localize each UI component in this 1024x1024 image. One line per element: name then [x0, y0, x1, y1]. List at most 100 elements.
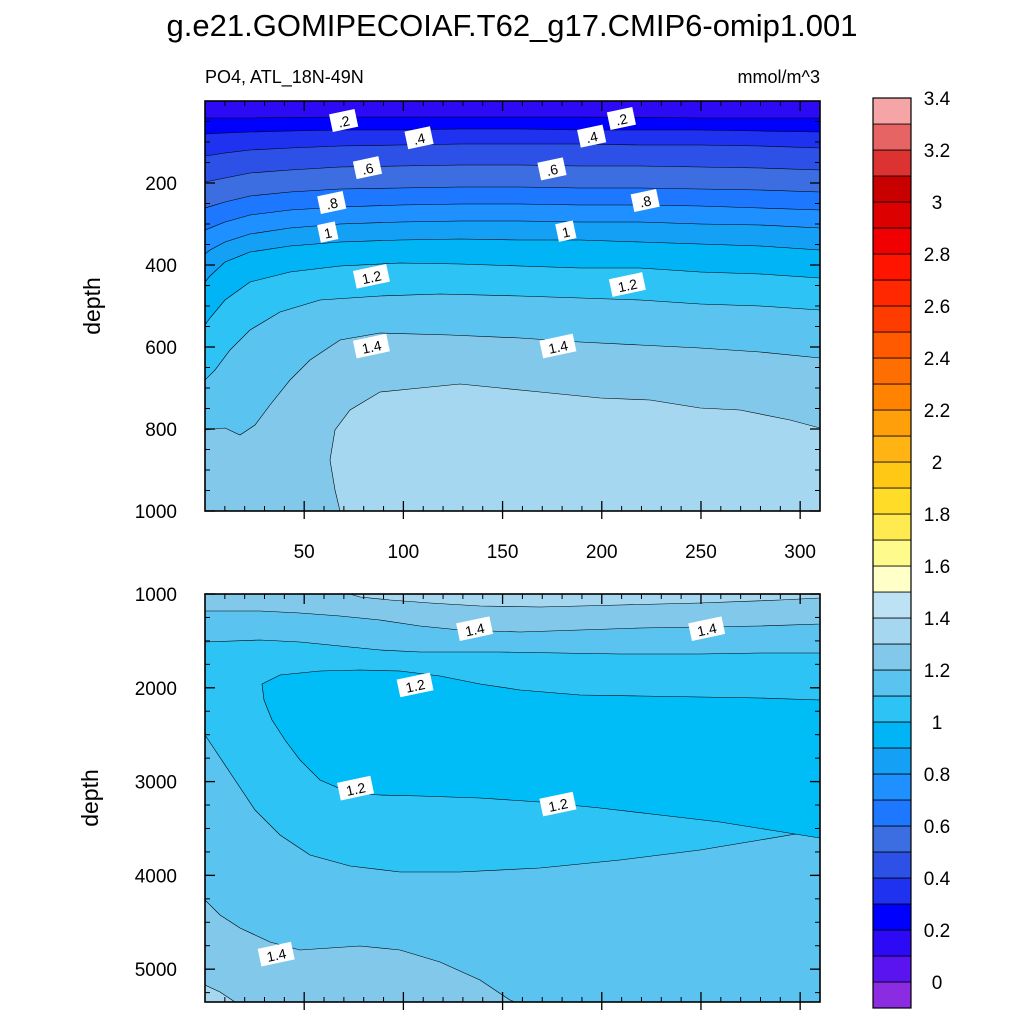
y-tick-label: 3000 [135, 773, 177, 794]
upper-axes: 200 400 600 800 1000 50 100 150 200 250 300 [135, 100, 821, 563]
contour-label-text: .8 [325, 194, 340, 212]
contour-label-text: 1.2 [360, 267, 383, 287]
colorbar-label: 1.6 [924, 557, 950, 578]
colorbar-swatch [872, 773, 912, 801]
contour-label-box [630, 188, 660, 212]
contour-label-box [396, 672, 434, 698]
contour-label-box [337, 775, 375, 801]
y-tick-label: 1000 [135, 585, 177, 606]
colorbar-label: 3 [932, 193, 943, 214]
x-tick-label: 50 [294, 542, 315, 563]
colorbar-label: 1.4 [924, 609, 951, 630]
colorbar-label: 0.4 [924, 869, 951, 890]
x-tick-label: 100 [388, 542, 420, 563]
contour-label: .6 [352, 156, 383, 180]
y-tick-label: 200 [145, 174, 177, 195]
colorbar-swatch [872, 175, 912, 203]
contour-label-box [606, 106, 636, 130]
colorbar-swatch [872, 253, 912, 281]
colorbar-label: 2.4 [924, 349, 951, 370]
colorbar-swatch [872, 97, 912, 125]
lower-axes: 1000 2000 3000 4000 5000 [135, 585, 821, 1010]
contour-label-text: .6 [360, 160, 375, 178]
colorbar-swatch [872, 461, 912, 489]
contour-label-box [577, 124, 607, 148]
contour-label-text: .8 [638, 192, 653, 210]
variable-label: PO4, ATL_18N-49N [205, 67, 364, 88]
contour-label: 1.4 [257, 941, 295, 967]
upper-panel: .2 .2 .4 .4 .6 .6 .8 .8 1 1 1.2 1.2 1.4 1.4 200 400 600… [79, 100, 821, 563]
colorbar-swatch [872, 383, 912, 411]
colorbar-swatch [872, 643, 912, 671]
contour-label-text: .4 [412, 130, 427, 148]
y-tick-label: 600 [145, 338, 177, 359]
contour-label-box [352, 263, 390, 289]
colorbar-swatch [872, 357, 912, 385]
x-tick-label: 300 [784, 542, 816, 563]
contour-label-box [539, 333, 577, 359]
colorbar-label: 2.2 [924, 401, 950, 422]
contour-label: 1.4 [352, 333, 390, 359]
contour-label-text: 1.4 [464, 620, 487, 640]
contour-label-text: 1 [561, 224, 572, 241]
lower-panel: 1.4 1.41.21.21.21.4 10002000300040005000 … [77, 585, 821, 1010]
colorbar-swatch [872, 825, 912, 853]
contour-label-box [317, 191, 347, 215]
colorbar-swatch [872, 695, 912, 723]
colorbar-swatch [872, 721, 912, 749]
contour-label: .4 [404, 126, 434, 150]
contour-label-box [329, 109, 359, 133]
colorbar-frame [872, 97, 912, 1009]
upper-band-n4 [205, 101, 820, 119]
lower-filled-contours [205, 594, 820, 1002]
contour-label-text: 1.4 [696, 620, 719, 640]
contour-label: .6 [537, 157, 567, 181]
contour-label: 1 [555, 220, 577, 242]
colorbar-label: 3.2 [924, 141, 950, 162]
contour-label: 1 [317, 221, 339, 243]
contour-label-text: .4 [584, 128, 599, 146]
lower-ylabel: depth [77, 769, 103, 827]
contour-label-box [317, 221, 339, 243]
colorbar-swatch [872, 799, 912, 827]
colorbar-label: 2 [932, 453, 943, 474]
lower-contour-labels: 1.4 1.4 1.2 1.2 1.2 1.4 [257, 616, 726, 967]
contour-label-text: .6 [545, 161, 560, 179]
colorbar-swatch [872, 591, 912, 619]
contour-label-text: 1.4 [265, 945, 288, 965]
contour-label: .8 [317, 191, 347, 215]
colorbar-label: 1 [932, 713, 943, 734]
contour-label-box [404, 126, 434, 150]
colorbar-swatch [872, 201, 912, 229]
contour-label-text: .2 [614, 110, 629, 128]
contour-label-text: 1.2 [547, 795, 570, 815]
x-tick-label: 200 [586, 542, 618, 563]
colorbar-swatch [872, 669, 912, 697]
contour-label-text: 1.2 [616, 276, 639, 296]
colorbar-label: 0.6 [924, 817, 950, 838]
colorbar-swatch [872, 227, 912, 255]
contour-label: 1.4 [456, 616, 494, 642]
colorbar-swatch [872, 539, 912, 567]
colorbar-swatch [872, 487, 912, 515]
contour-label-box [539, 791, 577, 817]
colorbar-swatch [872, 435, 912, 463]
colorbar-swatch [872, 981, 912, 1009]
contour-label: 1.2 [352, 263, 390, 289]
contour-label-box [608, 272, 646, 297]
lower-frame [204, 593, 821, 1003]
contour-label-box [257, 941, 295, 967]
contour-label: 1.2 [337, 775, 375, 801]
colorbar-swatch [872, 149, 912, 177]
contour-label: 1.2 [608, 272, 646, 297]
contour-label: .2 [329, 109, 359, 133]
colorbar-swatch [872, 565, 912, 593]
colorbar-swatch [872, 331, 912, 359]
colorbar-swatch [872, 279, 912, 307]
contour-label: 1.2 [539, 791, 577, 817]
upper-ylabel: depth [79, 277, 105, 335]
y-tick-label: 4000 [135, 866, 177, 887]
colorbar-swatch [872, 903, 912, 931]
figure-title: g.e21.GOMIPECOIAF.T62_g17.CMIP6-omip1.00… [167, 8, 858, 43]
contour-label-text: 1.2 [404, 676, 427, 696]
